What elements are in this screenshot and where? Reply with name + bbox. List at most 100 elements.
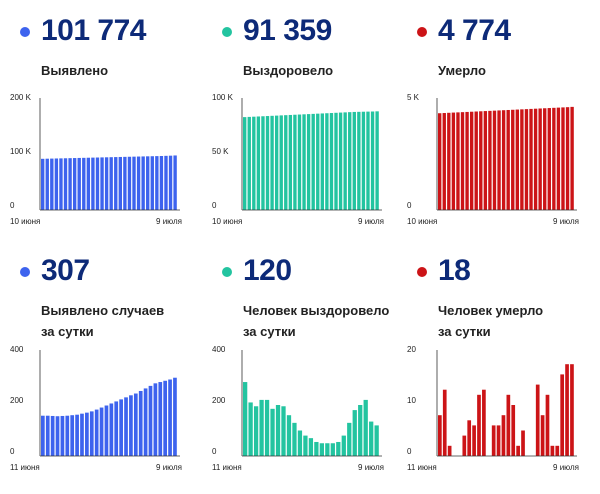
y-tick-label: 200 — [212, 396, 226, 405]
bar — [319, 443, 324, 456]
bar — [129, 395, 133, 456]
bar — [68, 158, 72, 210]
bar — [308, 438, 314, 456]
bar — [256, 116, 261, 210]
bar — [243, 117, 247, 210]
bar — [511, 405, 516, 456]
bar — [297, 430, 303, 456]
bar — [138, 390, 143, 456]
daily-confirmed-value: 307 — [41, 254, 90, 287]
bar — [303, 435, 308, 456]
bar — [456, 112, 460, 210]
bar — [497, 110, 501, 210]
bar — [54, 158, 59, 210]
bar — [467, 420, 472, 456]
bar — [483, 111, 488, 210]
bar — [462, 435, 467, 456]
bar — [524, 109, 529, 210]
bar — [561, 107, 565, 210]
daily-confirmed-chart: 0 200 400 11 июня 9 июля — [10, 345, 182, 472]
bar — [85, 412, 89, 456]
recovered-chart: 0 50 K 100 K 10 июня 9 июля — [212, 93, 384, 226]
y-tick-label: 0 — [407, 447, 412, 456]
bar — [314, 441, 319, 456]
bar — [270, 115, 274, 210]
bar — [292, 422, 297, 456]
bar — [65, 415, 70, 456]
x-tick-label: 9 июля — [156, 463, 182, 472]
panel-daily-confirmed: 307 Выявлено случаев за сутки 0 200 400 11 … — [8, 248, 198, 483]
daily-recovered-value: 120 — [243, 254, 292, 287]
bar — [515, 109, 519, 210]
bar — [374, 425, 379, 456]
bar — [358, 405, 363, 456]
bar — [496, 425, 501, 456]
bar — [477, 394, 481, 456]
bar — [488, 110, 492, 210]
red-bullet-icon — [417, 267, 427, 277]
bar — [288, 114, 293, 210]
bar — [253, 406, 259, 456]
bar — [259, 399, 264, 456]
bar — [520, 109, 524, 210]
bar — [146, 156, 150, 210]
bar — [281, 406, 286, 456]
bar — [560, 374, 565, 456]
bar — [363, 399, 368, 456]
bar — [501, 415, 506, 456]
bar — [297, 114, 302, 210]
bar — [347, 422, 352, 456]
bar — [132, 156, 136, 210]
bar — [70, 415, 75, 456]
bar — [123, 156, 127, 210]
y-tick-label: 400 — [212, 345, 226, 354]
bar — [114, 401, 119, 456]
bar — [50, 158, 54, 210]
bar — [472, 425, 476, 456]
bar — [447, 112, 451, 210]
bar — [141, 156, 145, 210]
bar — [482, 389, 486, 456]
bar — [104, 157, 109, 210]
bar — [109, 403, 114, 456]
bar — [325, 443, 330, 456]
bar — [99, 407, 104, 456]
bar — [442, 389, 447, 456]
bar — [265, 116, 270, 210]
bar — [479, 111, 483, 210]
bar — [148, 385, 153, 457]
x-tick-label: 9 июля — [553, 463, 579, 472]
bar — [173, 155, 177, 210]
bar — [173, 377, 177, 456]
bar — [45, 158, 49, 210]
bar — [451, 112, 456, 210]
daily-confirmed-label: Выявлено случаев за сутки — [41, 303, 165, 339]
bar — [533, 108, 538, 210]
bar — [286, 415, 292, 456]
bar — [311, 113, 315, 210]
y-tick-label: 5 K — [407, 93, 420, 102]
bar — [352, 111, 356, 210]
bar — [109, 157, 113, 210]
bar — [63, 158, 68, 210]
bar — [565, 364, 569, 456]
y-tick-label: 0 — [407, 201, 412, 210]
bar — [341, 435, 346, 456]
bar — [352, 410, 357, 456]
daily-deaths-chart: 0 10 20 11 июня 9 июля — [407, 345, 579, 472]
bar — [442, 113, 446, 210]
y-tick-label: 10 — [407, 396, 416, 405]
x-tick-label: 9 июля — [358, 217, 384, 226]
y-tick-label: 200 — [10, 396, 24, 405]
bar — [127, 156, 132, 210]
x-tick-label: 10 июня — [10, 217, 40, 226]
bar — [155, 156, 159, 210]
bar — [343, 112, 347, 210]
y-tick-label: 400 — [10, 345, 24, 354]
recovered-total: 91 359 — [243, 14, 332, 47]
bar — [543, 108, 547, 210]
panel-daily-deaths: 18 Человек умерло за сутки 0 10 20 11 июня 9… — [405, 248, 595, 483]
y-tick-label: 0 — [212, 447, 217, 456]
bar — [94, 409, 99, 456]
bar — [248, 402, 253, 456]
